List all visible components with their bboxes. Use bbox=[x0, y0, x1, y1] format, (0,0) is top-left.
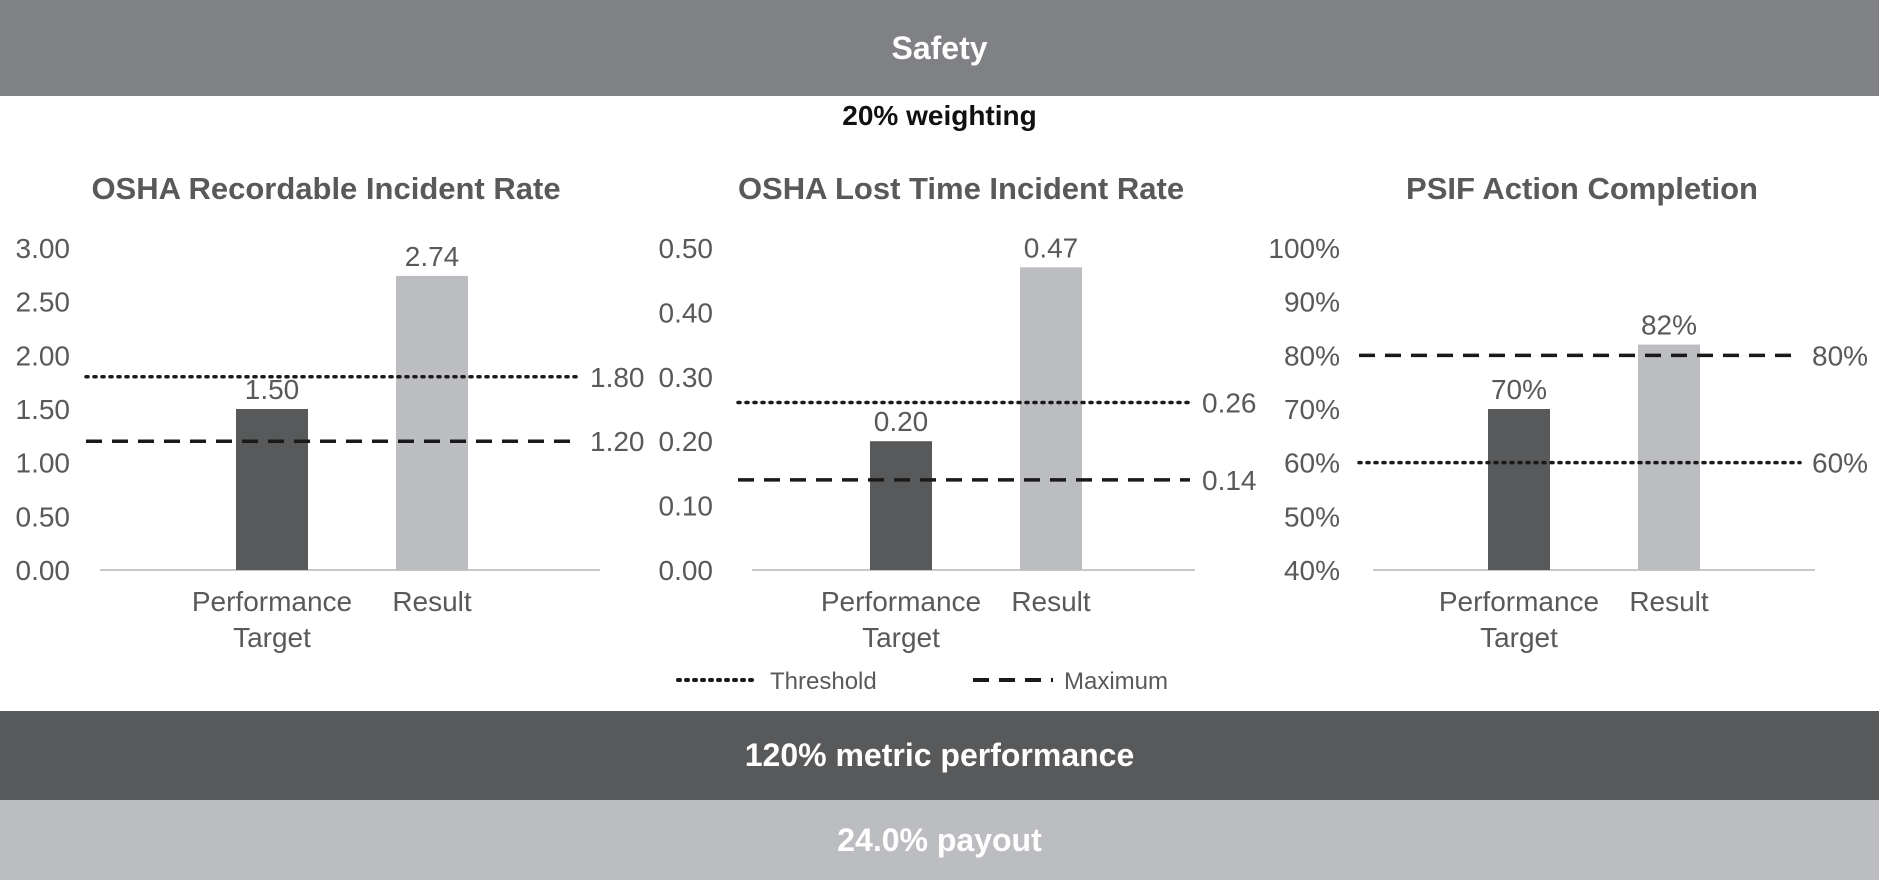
section-header: Safety bbox=[0, 0, 1879, 96]
bar-performance-target bbox=[870, 441, 932, 570]
payout-bar: 24.0% payout bbox=[0, 800, 1879, 880]
legend-maximum-label: Maximum bbox=[1064, 668, 1168, 695]
bar-value-label: 2.74 bbox=[405, 241, 460, 272]
threshold-line-label: 0.26 bbox=[1202, 388, 1257, 419]
maximum-line-label: 1.20 bbox=[590, 426, 645, 457]
section-title: Safety bbox=[891, 29, 988, 66]
y-tick-label: 0.00 bbox=[16, 555, 71, 586]
chart-osha-recordable: OSHA Recordable Incident Rate 0.00 0.50 1.0… bbox=[16, 171, 645, 653]
y-tick-label: 2.00 bbox=[16, 340, 71, 371]
bar-performance-target bbox=[236, 409, 308, 570]
chart-title: OSHA Lost Time Incident Rate bbox=[738, 171, 1184, 206]
y-tick-label: 0.50 bbox=[16, 501, 71, 532]
payout-label: 24.0% payout bbox=[837, 821, 1042, 858]
y-tick-label: 80% bbox=[1284, 340, 1340, 371]
y-tick-label: 0.50 bbox=[659, 233, 714, 264]
bar-performance-target bbox=[1488, 409, 1550, 570]
category-label: Performance Target bbox=[821, 586, 981, 653]
bar-value-label: 0.20 bbox=[874, 406, 929, 437]
chart-title: OSHA Recordable Incident Rate bbox=[91, 171, 560, 206]
y-tick-label: 0.40 bbox=[659, 297, 714, 328]
threshold-line-label: 60% bbox=[1812, 448, 1868, 479]
chart-title: PSIF Action Completion bbox=[1406, 171, 1758, 206]
charts-area: OSHA Recordable Incident Rate 0.00 0.50 1.0… bbox=[16, 171, 1869, 695]
legend-threshold-label: Threshold bbox=[770, 668, 877, 695]
y-tick-label: 0.20 bbox=[659, 426, 714, 457]
bar-result bbox=[1020, 267, 1082, 570]
chart-osha-lost-time: OSHA Lost Time Incident Rate 0.00 0.10 0.20… bbox=[659, 171, 1257, 653]
y-tick-label: 0.30 bbox=[659, 362, 714, 393]
bar-value-label: 82% bbox=[1641, 310, 1697, 341]
y-tick-label: 0.00 bbox=[659, 555, 714, 586]
chart-legend: Threshold Maximum bbox=[676, 668, 1168, 695]
y-tick-label: 90% bbox=[1284, 287, 1340, 318]
y-tick-label: 60% bbox=[1284, 448, 1340, 479]
bar-value-label: 70% bbox=[1491, 374, 1547, 405]
category-label: Performance Target bbox=[192, 586, 352, 653]
bar-value-label: 1.50 bbox=[245, 374, 300, 405]
y-tick-label: 100% bbox=[1268, 233, 1340, 264]
chart-psif-action: PSIF Action Completion 40% 50% 60% 70% 80% 90%… bbox=[1268, 171, 1868, 653]
maximum-line-label: 0.14 bbox=[1202, 465, 1257, 496]
bar-result bbox=[396, 275, 468, 570]
threshold-line-label: 1.80 bbox=[590, 362, 645, 393]
category-label: Result bbox=[1629, 586, 1709, 617]
y-tick-label: 1.50 bbox=[16, 394, 71, 425]
y-tick-label: 70% bbox=[1284, 394, 1340, 425]
y-tick-label: 40% bbox=[1284, 555, 1340, 586]
bar-value-label: 0.47 bbox=[1024, 232, 1079, 263]
y-tick-label: 2.50 bbox=[16, 287, 71, 318]
metric-performance-label: 120% metric performance bbox=[744, 737, 1135, 773]
y-tick-label: 1.00 bbox=[16, 448, 71, 479]
y-tick-label: 0.10 bbox=[659, 491, 714, 522]
metric-performance-bar: 120% metric performance bbox=[0, 711, 1879, 800]
bar-result bbox=[1638, 344, 1700, 570]
y-tick-label: 50% bbox=[1284, 501, 1340, 532]
category-label: Result bbox=[1011, 586, 1091, 617]
weighting-label: 20% weighting bbox=[842, 100, 1037, 131]
y-tick-label: 3.00 bbox=[16, 233, 71, 264]
category-label: Performance Target bbox=[1439, 586, 1599, 653]
category-label: Result bbox=[392, 586, 472, 617]
maximum-line-label: 80% bbox=[1812, 340, 1868, 371]
